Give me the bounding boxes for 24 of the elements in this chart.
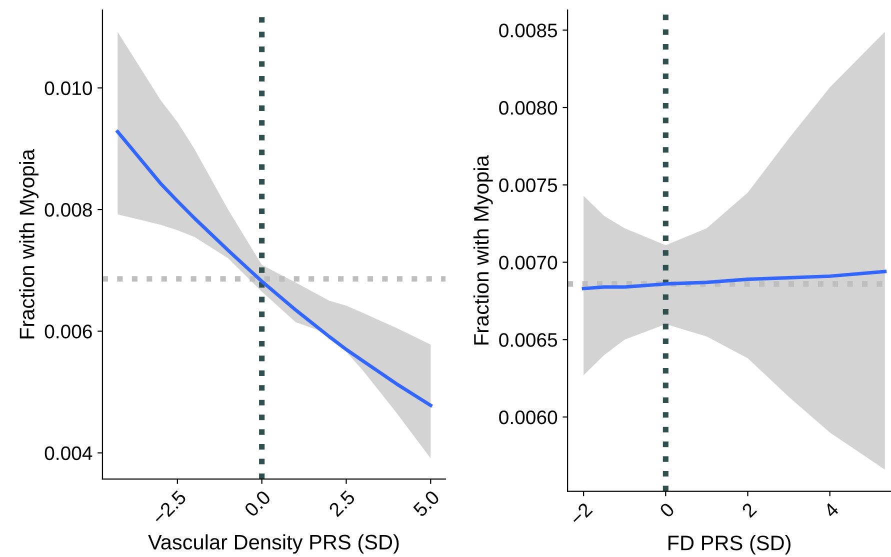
y-axis-title: Fraction with Myopia xyxy=(19,149,39,338)
line-series xyxy=(116,130,432,408)
x-tick-label: 0 xyxy=(658,502,676,518)
y-tick-label: 0.0070 xyxy=(499,256,558,270)
x-tick-label: 2.5 xyxy=(328,490,356,518)
y-tick-label: 0.0085 xyxy=(499,24,558,38)
x-tick-label: −2 xyxy=(568,502,593,526)
x-axis-title: Vascular Density PRS (SD) xyxy=(148,534,399,554)
y-tick-label: 0.004 xyxy=(44,446,92,460)
y-tick-label: 0.0075 xyxy=(499,178,558,192)
y-tick-label: 0.0060 xyxy=(499,410,558,424)
x-tick-label: 0.0 xyxy=(244,490,272,518)
y-axis-title: Fraction with Myopia xyxy=(473,155,493,344)
x-tick-label: −2.5 xyxy=(151,490,187,526)
line-series xyxy=(582,270,887,290)
x-tick-label: 5.0 xyxy=(412,490,440,518)
y-tick-label: 0.008 xyxy=(44,203,92,217)
x-tick-label: 2 xyxy=(741,502,758,518)
x-tick-label: 4 xyxy=(823,502,840,518)
y-tick-label: 0.006 xyxy=(44,324,92,338)
y-tick-label: 0.010 xyxy=(44,81,92,96)
y-tick-label: 0.0080 xyxy=(499,100,558,115)
y-tick-label: 0.0065 xyxy=(499,333,558,347)
x-axis-title: FD PRS (SD) xyxy=(668,535,790,554)
